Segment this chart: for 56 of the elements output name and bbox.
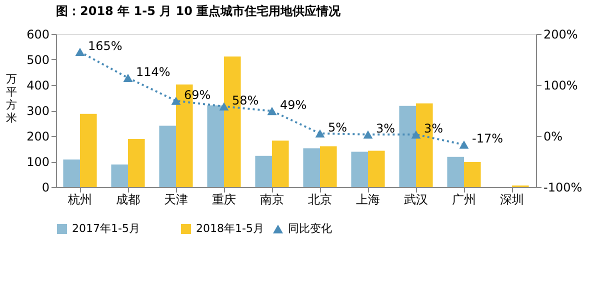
x-tick-label: 上海 <box>356 192 380 206</box>
bar <box>128 139 145 187</box>
bar <box>63 159 80 187</box>
data-label: 3% <box>376 121 396 136</box>
bar <box>159 126 176 187</box>
bar <box>464 162 481 187</box>
x-tick-label: 天津 <box>164 192 188 206</box>
y2-tick-label: 200% <box>544 28 578 42</box>
x-tick-label: 重庆 <box>212 192 236 206</box>
bar <box>368 150 385 187</box>
bar <box>399 106 416 187</box>
y-tick-label: 600 <box>26 28 50 42</box>
y-tick-label: 0 <box>42 180 50 194</box>
bar <box>207 105 224 187</box>
y-axis-title: 万平方米 <box>6 72 17 124</box>
bar <box>111 164 128 187</box>
point <box>315 129 325 138</box>
y-tick-label: 300 <box>26 104 50 118</box>
point <box>219 102 229 111</box>
point <box>171 96 181 105</box>
legend-label: 同比变化 <box>288 222 332 235</box>
x-tick-label: 南京 <box>260 192 284 206</box>
data-label: -17% <box>472 132 504 146</box>
bar <box>272 140 289 187</box>
y-tick-label: 200 <box>26 130 50 144</box>
point <box>123 74 133 82</box>
x-tick-label: 深圳 <box>500 192 524 206</box>
point <box>411 130 421 139</box>
data-label: 49% <box>280 98 307 112</box>
y-tick-label: 100 <box>26 155 50 169</box>
x-tick-label: 武汉 <box>404 192 428 206</box>
data-label: 5% <box>328 120 348 134</box>
data-label: 114% <box>136 64 170 79</box>
bar <box>255 156 272 187</box>
legend-label: 2018年1-5月 <box>196 222 264 235</box>
bar <box>320 146 337 187</box>
x-tick-label: 北京 <box>308 192 332 206</box>
data-label: 165% <box>88 38 122 53</box>
y2-tick-label: 0% <box>544 130 563 144</box>
x-tick-label: 成都 <box>116 192 140 206</box>
y-tick-label: 400 <box>26 78 50 92</box>
point <box>267 106 277 116</box>
point <box>459 140 469 149</box>
x-tick-label: 杭州 <box>67 192 92 206</box>
legend-label: 2017年1-5月 <box>72 222 140 235</box>
bar <box>303 148 320 187</box>
bar <box>351 152 368 187</box>
y-tick-label: 500 <box>26 53 50 67</box>
chart-title: 图：2018 年 1-5 月 10 重点城市住宅用地供应情况 <box>56 4 342 18</box>
bar <box>447 156 464 187</box>
x-tick-label: 广州 <box>452 192 476 206</box>
point <box>363 130 373 139</box>
y2-tick-label: 100% <box>544 78 578 92</box>
bar <box>80 114 97 187</box>
point <box>75 48 85 56</box>
y2-tick-label: -100% <box>544 180 582 194</box>
